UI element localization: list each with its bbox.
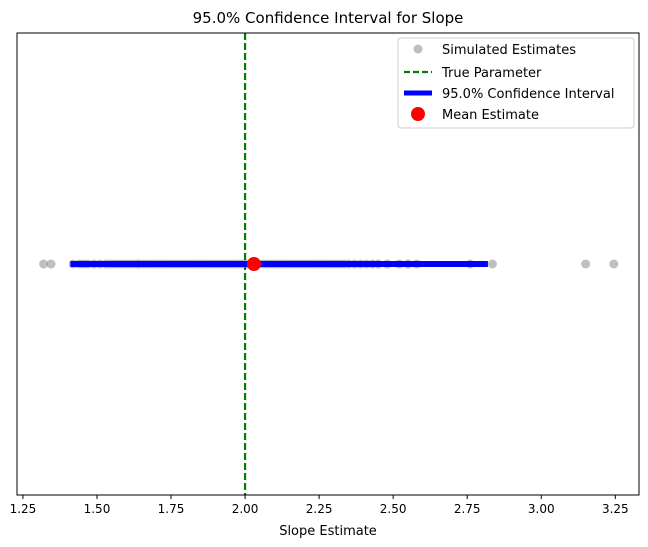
plot-frame bbox=[16, 32, 640, 496]
scatter-point bbox=[39, 259, 49, 269]
x-tick-label: 1.25 bbox=[10, 502, 37, 516]
x-tick-label: 3.25 bbox=[602, 502, 629, 516]
scatter-point bbox=[46, 259, 56, 269]
x-axis-label: Slope Estimate bbox=[279, 524, 377, 539]
mean-estimate-point bbox=[246, 257, 261, 271]
x-tick-label: 1.50 bbox=[84, 502, 111, 516]
x-tick-label: 2.50 bbox=[380, 502, 407, 516]
x-tick-label: 3.00 bbox=[528, 502, 555, 516]
x-axis-ticks: 1.25 1.50 1.75 2.00 2.25 2.50 2.75 3.00 3.25 bbox=[10, 495, 629, 516]
x-tick-label: 2.00 bbox=[232, 502, 259, 516]
scatter-point bbox=[609, 259, 619, 269]
x-tick-label: 1.75 bbox=[158, 502, 185, 516]
scatter-point bbox=[487, 259, 497, 269]
scatter-point bbox=[581, 259, 591, 269]
x-tick-label: 2.75 bbox=[454, 502, 481, 516]
legend-label-true-parameter: True Parameter bbox=[441, 66, 542, 81]
x-tick-label: 2.25 bbox=[306, 502, 333, 516]
legend-label-mean-estimate: Mean Estimate bbox=[442, 108, 539, 123]
legend-label-confidence-interval: 95.0% Confidence Interval bbox=[442, 87, 614, 102]
legend-label-simulated-estimates: Simulated Estimates bbox=[442, 43, 576, 58]
legend: Simulated Estimates True Parameter 95.0%… bbox=[397, 37, 635, 129]
legend-marker-simulated-estimates bbox=[413, 44, 423, 54]
legend-box bbox=[397, 37, 635, 129]
chart-title: 95.0% Confidence Interval for Slope bbox=[193, 9, 464, 27]
plot-marks bbox=[39, 33, 619, 495]
legend-marker-mean-estimate bbox=[411, 107, 425, 121]
